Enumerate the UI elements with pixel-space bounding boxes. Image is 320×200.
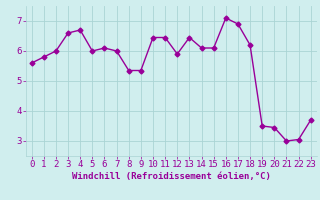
X-axis label: Windchill (Refroidissement éolien,°C): Windchill (Refroidissement éolien,°C) [72, 172, 271, 181]
